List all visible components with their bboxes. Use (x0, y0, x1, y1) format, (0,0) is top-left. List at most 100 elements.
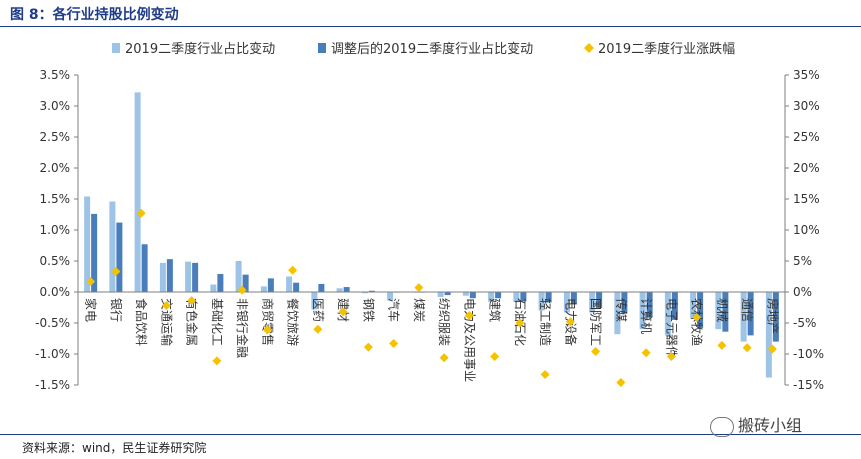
bar-adjusted-share-change (621, 292, 628, 314)
bar-q2-share-change (690, 292, 697, 319)
category-label: 电力及公用事业 (462, 298, 476, 382)
y-left-tick-label: 3.0% (40, 99, 71, 113)
category-label: 商贸零售 (260, 298, 275, 346)
y-right-tick-label: 0% (793, 285, 812, 299)
bar-adjusted-share-change (267, 278, 274, 292)
marker-q2-industry-return (136, 208, 146, 218)
bar-adjusted-share-change (91, 213, 98, 292)
bar-q2-share-change (260, 286, 267, 292)
bar-adjusted-share-change (747, 292, 754, 336)
category-label: 家电 (84, 298, 99, 322)
bar-adjusted-share-change (545, 292, 552, 303)
marker-q2-industry-return (262, 325, 272, 335)
marker-q2-industry-return (363, 342, 373, 352)
y-right-tick-label: 10% (793, 223, 820, 237)
y-left-tick-label: -1.5% (35, 378, 70, 392)
legend-swatch (584, 43, 594, 53)
bar-adjusted-share-change (444, 292, 451, 296)
bar-q2-share-change (437, 292, 444, 297)
legend-label: 2019二季度行业涨跌幅 (598, 41, 735, 57)
category-label: 机械 (715, 298, 730, 322)
category-label: 轻工制造 (538, 298, 552, 346)
category-label: 银行 (109, 298, 123, 322)
bar-adjusted-share-change (520, 292, 527, 302)
marker-q2-industry-return (338, 307, 348, 317)
marker-q2-industry-return (565, 317, 575, 327)
bar-adjusted-share-change (318, 283, 325, 292)
watermark: 搬砖小组 (710, 412, 802, 437)
marker-q2-industry-return (540, 369, 550, 379)
bar-q2-share-change (563, 292, 570, 313)
bar-adjusted-share-change (368, 290, 375, 292)
bar-q2-share-change (311, 292, 318, 310)
category-label: 食品饮料 (134, 298, 149, 346)
marker-q2-industry-return (237, 285, 247, 295)
marker-q2-industry-return (439, 353, 449, 363)
bar-q2-share-change (639, 292, 646, 330)
bar-adjusted-share-change (772, 292, 779, 342)
bar-adjusted-share-change (192, 262, 199, 292)
bar-q2-share-change (235, 261, 242, 292)
bar-adjusted-share-change (469, 292, 476, 299)
marker-q2-industry-return (161, 301, 171, 311)
y-left-tick-label: 2.0% (40, 161, 71, 175)
y-left-tick-label: 0.0% (40, 285, 71, 299)
bar-q2-share-change (513, 292, 520, 302)
y-right-tick-label: 30% (793, 99, 820, 113)
marker-q2-industry-return (692, 312, 702, 322)
bar-adjusted-share-change (116, 222, 123, 292)
category-label: 基础化工 (210, 298, 224, 346)
bar-adjusted-share-change (671, 292, 678, 320)
bar-q2-share-change (387, 292, 394, 301)
bar-adjusted-share-change (293, 282, 300, 292)
y-left-tick-label: 0.5% (40, 254, 71, 268)
bar-q2-share-change (210, 284, 217, 292)
bar-q2-share-change (134, 92, 141, 292)
category-label: 有色金属 (185, 298, 200, 346)
marker-q2-industry-return (591, 347, 601, 357)
bar-q2-share-change (185, 261, 192, 292)
bar-adjusted-share-change (343, 287, 350, 292)
marker-q2-industry-return (515, 318, 525, 328)
bar-q2-share-change (614, 292, 621, 335)
marker-q2-industry-return (641, 348, 651, 358)
y-left-tick-label: -0.5% (35, 316, 70, 330)
marker-q2-industry-return (616, 378, 626, 388)
bar-adjusted-share-change (166, 259, 173, 292)
category-label: 煤炭 (412, 298, 426, 322)
bar-adjusted-share-change (646, 292, 653, 318)
bar-q2-share-change (538, 292, 545, 311)
category-label: 非银行金融 (235, 298, 250, 358)
legend-swatch (112, 43, 120, 53)
y-right-tick-label: -5% (793, 316, 816, 330)
bar-q2-share-change (361, 292, 368, 294)
y-right-tick-label: 5% (793, 254, 812, 268)
bar-q2-share-change (740, 292, 747, 342)
category-label: 医药 (311, 298, 325, 322)
marker-q2-industry-return (464, 311, 474, 321)
watermark-text: 搬砖小组 (738, 416, 803, 435)
legend-label: 调整后的2019二季度行业占比变动 (331, 41, 533, 57)
y-right-tick-label: 25% (793, 130, 820, 144)
y-right-tick-label: 35% (793, 68, 820, 82)
bar-q2-share-change (488, 292, 495, 302)
wechat-icon (710, 416, 734, 437)
y-left-tick-label: 2.5% (40, 130, 71, 144)
marker-q2-industry-return (490, 351, 500, 361)
category-label: 国防军工 (589, 298, 604, 346)
bar-adjusted-share-change (217, 274, 224, 292)
y-left-tick-label: 3.5% (40, 68, 71, 82)
category-label: 电子元器件 (664, 298, 678, 358)
bar-adjusted-share-change (596, 292, 603, 309)
marker-q2-industry-return (389, 338, 399, 348)
y-right-tick-label: -10% (793, 347, 824, 361)
marker-q2-industry-return (742, 343, 752, 353)
marker-q2-industry-return (288, 265, 298, 275)
marker-q2-industry-return (187, 296, 197, 306)
category-label: 农林牧渔 (690, 298, 704, 346)
bar-q2-share-change (462, 292, 469, 296)
chart-title: 图 8：各行业持股比例变动 (10, 7, 179, 23)
bar-adjusted-share-change (722, 292, 729, 332)
marker-q2-industry-return (666, 351, 676, 361)
bar-q2-share-change (336, 288, 343, 292)
